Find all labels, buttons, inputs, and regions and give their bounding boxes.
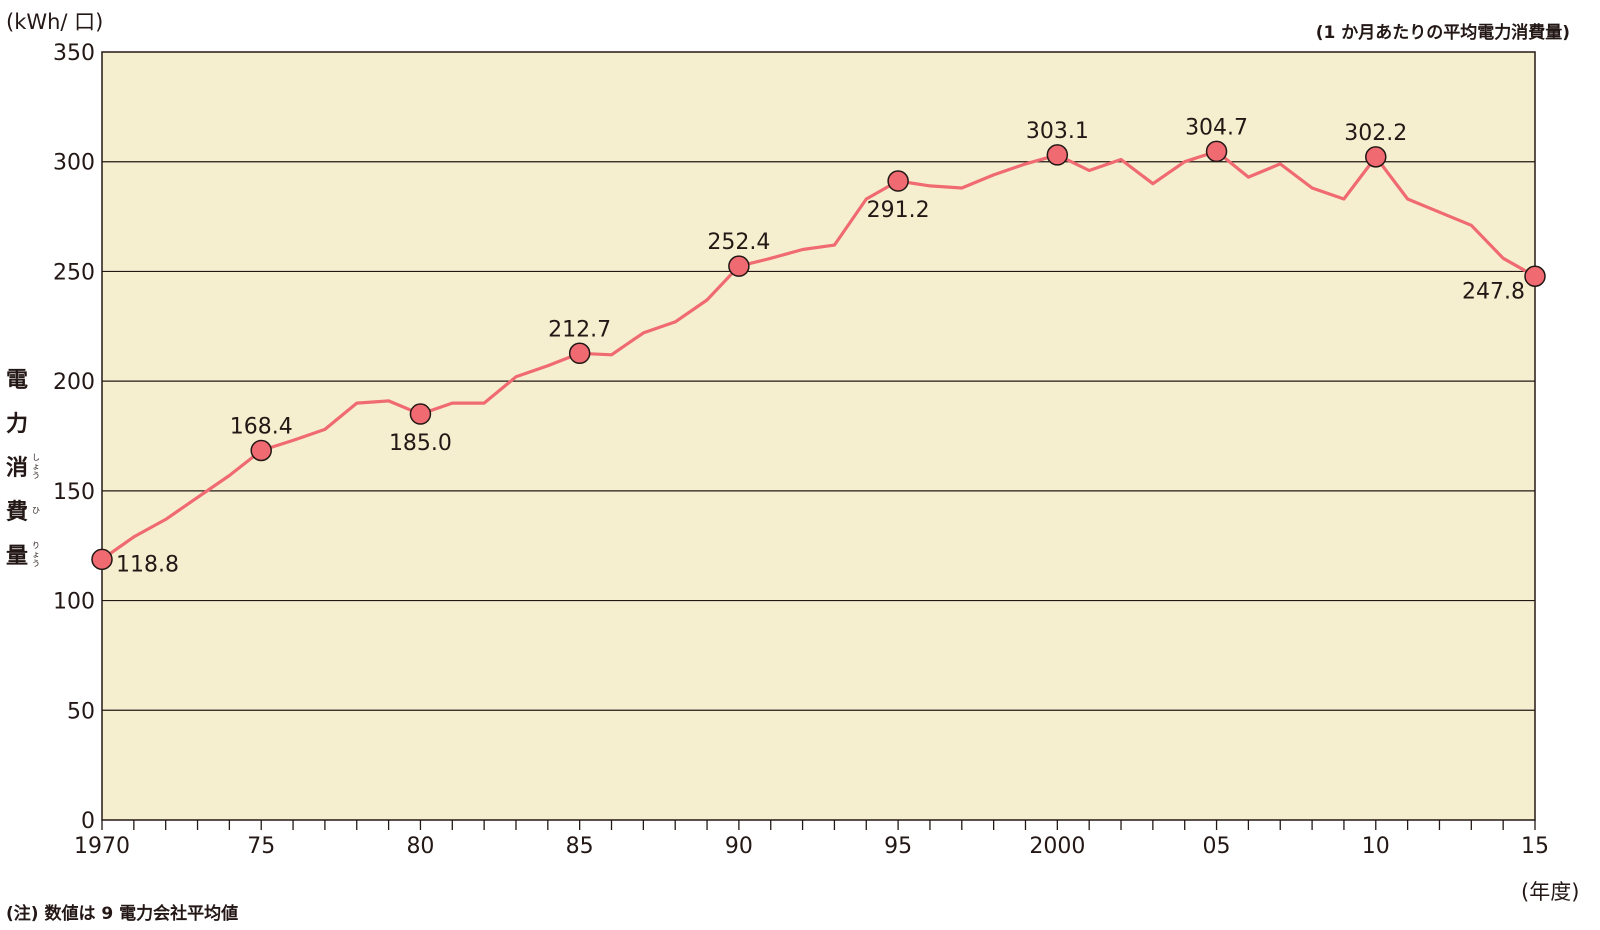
data-label: 247.8	[1462, 279, 1525, 304]
x-tick-label: 2000	[1029, 834, 1085, 859]
y-title-char: 電	[6, 356, 46, 400]
data-label: 304.7	[1185, 115, 1248, 140]
data-point	[1205, 140, 1228, 163]
data-point	[409, 403, 432, 425]
y-axis-title: 電力消しょう費ひ量りょう	[6, 356, 46, 576]
x-tick-label: 80	[406, 834, 434, 859]
x-tick-label: 90	[725, 834, 753, 859]
data-label: 168.4	[230, 414, 293, 439]
data-point	[91, 548, 113, 571]
y-tick-label: 350	[53, 41, 95, 66]
data-point	[568, 342, 591, 365]
y-title-ruby: しょう	[32, 452, 40, 480]
data-point	[250, 439, 272, 462]
y-tick-label: 200	[53, 370, 95, 395]
x-tick-label: 15	[1521, 834, 1549, 859]
data-point	[1365, 146, 1387, 168]
x-tick-label: 10	[1362, 834, 1390, 859]
y-title-kanji: 量	[6, 544, 29, 569]
y-title-ruby: ひ	[32, 505, 40, 515]
plot-area	[102, 52, 1535, 820]
y-title-kanji: 電	[6, 368, 29, 393]
x-unit-label: (年度)	[1521, 880, 1580, 904]
footnote: (注) 数値は 9 電力会社平均値	[6, 904, 239, 924]
data-point	[1046, 144, 1069, 166]
y-title-ruby: りょう	[32, 540, 40, 568]
data-point	[887, 170, 909, 192]
x-tick-label: 75	[247, 834, 275, 859]
y-title-kanji: 力	[6, 412, 29, 437]
data-point	[1524, 265, 1546, 288]
y-tick-label: 250	[53, 260, 95, 285]
data-label: 252.4	[707, 230, 770, 255]
x-tick-label: 05	[1203, 834, 1231, 859]
data-label: 291.2	[867, 198, 930, 223]
x-tick-label: 95	[884, 834, 912, 859]
y-tick-label: 50	[67, 699, 95, 724]
x-tick-label: 1970	[74, 834, 130, 859]
data-point	[728, 255, 750, 277]
y-tick-label: 150	[53, 480, 95, 505]
chart-subtitle: (1 か月あたりの平均電力消費量)	[1315, 23, 1570, 43]
x-tick-label: 85	[566, 834, 594, 859]
data-label: 185.0	[389, 431, 452, 456]
y-title-char: 消しょう	[6, 444, 46, 488]
y-title-char: 力	[6, 400, 46, 444]
y-title-kanji: 費	[6, 500, 29, 525]
series-line	[101, 149, 1536, 561]
y-tick-label: 100	[53, 590, 95, 615]
data-label: 302.2	[1344, 121, 1407, 146]
y-title-char: 量りょう	[6, 532, 46, 576]
data-label: 212.7	[548, 317, 611, 342]
plot-frame	[101, 51, 1536, 821]
data-label: 303.1	[1026, 119, 1089, 144]
y-tick-label: 300	[53, 151, 95, 176]
y-title-char: 費ひ	[6, 488, 46, 532]
y-tick-label: 0	[81, 809, 95, 834]
y-unit-label: (kWh/ 口)	[6, 10, 104, 34]
data-label: 118.8	[116, 552, 179, 577]
y-title-kanji: 消	[6, 456, 29, 481]
